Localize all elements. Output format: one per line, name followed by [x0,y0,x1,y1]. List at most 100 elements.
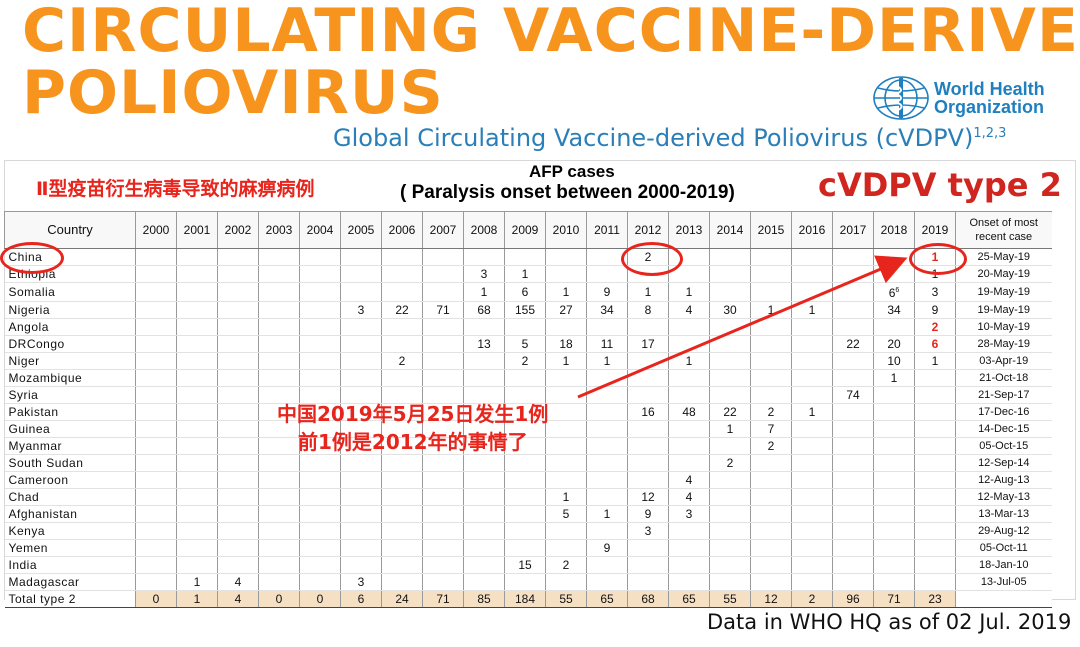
case-cell [709,522,751,540]
case-cell [340,471,382,489]
case-cell [504,318,546,336]
case-cell [381,488,423,506]
case-cell [176,403,218,421]
onset-cell: 14-Dec-15 [955,420,1052,438]
case-cell [135,403,177,421]
subtitle-footnote: 1,2,3 [973,126,1007,141]
case-cell: 4 [668,488,710,506]
total-cell: 96 [832,590,874,608]
case-cell: 34 [586,301,628,319]
case-cell [135,454,177,472]
table-row: Somalia 1 6 1 9 1 1 66 3 19-May-19 [4,282,1052,302]
case-cell [258,352,300,370]
total-cell: 4 [217,590,259,608]
case-cell [709,437,751,455]
table-row: Pakistan 16 48 22 2 1 17-Dec-16 [4,403,1052,421]
case-cell [627,471,669,489]
case-cell [668,335,710,353]
case-cell [668,437,710,455]
case-cell [135,522,177,540]
case-cell: 3 [463,265,505,283]
case-cell [504,488,546,506]
case-cell [299,454,341,472]
case-cell [586,369,628,387]
afp-title: AFP cases [529,162,615,181]
case-cell [299,488,341,506]
case-cell [832,248,874,266]
case-cell: 16 [627,403,669,421]
case-cell: 9 [586,282,628,302]
case-cell [750,539,792,557]
table-row: Angola 2 10-May-19 [4,318,1052,336]
case-cell [586,573,628,591]
case-cell: 15 [504,556,546,574]
case-cell [340,265,382,283]
total-cell: 0 [135,590,177,608]
case-cell: 3 [668,505,710,523]
total-cell: 85 [463,590,505,608]
case-cell [791,488,833,506]
year-header-2003: 2003 [258,211,300,249]
case-cell [176,556,218,574]
case-cell: 20 [873,335,915,353]
case-cell [750,454,792,472]
case-cell [258,301,300,319]
case-cell: 9 [586,539,628,557]
case-cell [627,318,669,336]
case-cell [217,335,259,353]
case-cell [217,505,259,523]
case-cell [586,437,628,455]
case-cell [832,437,874,455]
total-label: Total type 2 [4,590,136,608]
case-cell [832,522,874,540]
case-cell [545,369,587,387]
case-cell: 3 [914,282,956,302]
case-cell [463,386,505,404]
case-cell: 22 [832,335,874,353]
case-cell [422,505,464,523]
case-cell [340,488,382,506]
who-emblem-icon [873,76,929,120]
case-cell [176,282,218,302]
onset-cell: 03-Apr-19 [955,352,1052,370]
case-cell [463,403,505,421]
case-cell [381,573,423,591]
case-cell [463,539,505,557]
case-cell [176,369,218,387]
case-cell [258,556,300,574]
case-cell [176,248,218,266]
country-cell: Guinea [4,420,136,438]
case-cell: 1 [545,488,587,506]
case-cell [627,352,669,370]
case-cell [340,522,382,540]
case-cell: 1 [463,282,505,302]
case-cell [914,522,956,540]
case-cell [217,265,259,283]
case-cell [217,282,259,302]
case-cell [627,369,669,387]
case-cell: 6 [504,282,546,302]
case-cell [668,454,710,472]
case-cell [422,556,464,574]
case-cell [791,437,833,455]
case-cell [299,318,341,336]
table-row: China 2 1 25-May-19 [4,248,1052,266]
case-cell [422,539,464,557]
case-cell: 1 [791,301,833,319]
case-cell [504,437,546,455]
case-cell [504,420,546,438]
case-cell [914,454,956,472]
case-cell [258,248,300,266]
case-cell [176,301,218,319]
case-cell [668,573,710,591]
case-cell [340,335,382,353]
case-cell [299,369,341,387]
table-row: Nigeria 3 22 71 68 155 27 34 8 4 30 1 1 34 9 19-May-19 [4,301,1052,319]
case-cell [299,420,341,438]
case-cell [258,265,300,283]
country-cell: Afghanistan [4,505,136,523]
case-cell [504,369,546,387]
case-cell [463,454,505,472]
total-cell: 65 [586,590,628,608]
case-cell [873,488,915,506]
